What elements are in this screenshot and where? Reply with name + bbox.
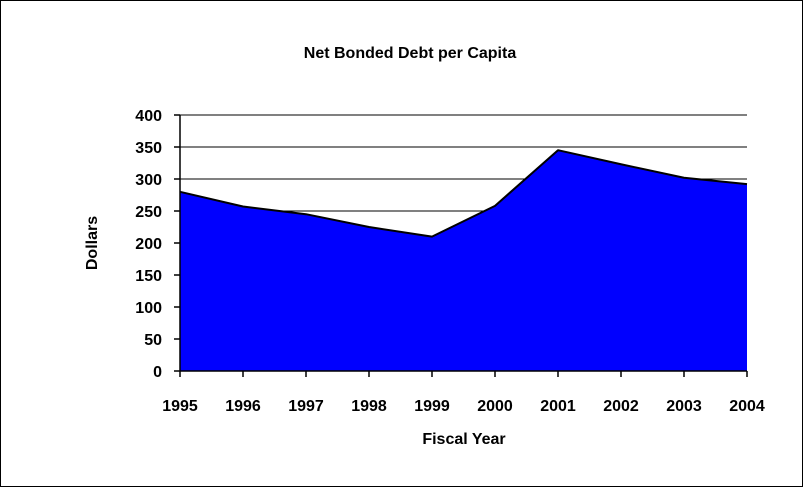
y-tick-label: 300 <box>135 172 162 189</box>
area-fill <box>180 150 747 371</box>
series-layer <box>179 149 748 371</box>
y-axis-label: Dollars <box>84 216 101 270</box>
x-tick-label: 2004 <box>729 398 765 415</box>
y-tick-labels: 0 50 100 150 200 250 300 350 400 <box>135 108 162 381</box>
y-tick-label: 400 <box>135 108 162 125</box>
y-tick-label: 350 <box>135 140 162 157</box>
y-tick-label: 250 <box>135 204 162 221</box>
axes <box>174 114 748 377</box>
chart-title: Net Bonded Debt per Capita <box>304 45 517 62</box>
series-line <box>179 149 748 238</box>
x-tick-label: 1999 <box>414 398 450 415</box>
x-tick-label: 1998 <box>351 398 387 415</box>
y-tick-label: 200 <box>135 236 162 253</box>
x-tick-label: 1997 <box>288 398 324 415</box>
x-tick-label: 1996 <box>225 398 261 415</box>
x-tick-label: 2003 <box>666 398 702 415</box>
x-tick-label: 2002 <box>603 398 639 415</box>
x-axis-label: Fiscal Year <box>422 431 505 448</box>
x-tick-labels: 1995 1996 1997 1998 1999 2000 2001 2002 2003 2004 <box>162 398 765 415</box>
x-tick-label: 1995 <box>162 398 198 415</box>
y-tick-label: 100 <box>135 300 162 317</box>
x-tick-label: 2000 <box>477 398 513 415</box>
x-tick-label: 2001 <box>540 398 576 415</box>
y-tick-label: 50 <box>144 332 162 349</box>
y-tick-label: 0 <box>153 364 162 381</box>
y-tick-label: 150 <box>135 268 162 285</box>
